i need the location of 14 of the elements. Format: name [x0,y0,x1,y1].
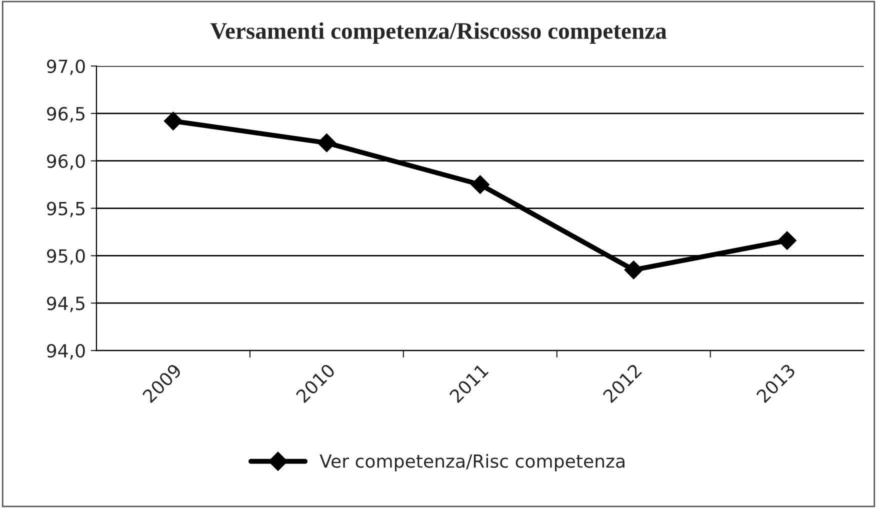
point [470,175,490,194]
y-tick-label: 94,5 [46,296,84,312]
legend-label: Ver competenza/Risc competenza [320,454,624,472]
y-tick-label: 96,0 [46,154,85,170]
y-tick-label: 97,0 [46,60,85,75]
y-tick-label: 94,0 [46,344,85,360]
point [624,260,643,280]
y-tick-label: 95,0 [46,249,85,265]
point [778,231,796,250]
point [164,112,183,130]
y-tick-label: 95,5 [46,202,84,218]
point [317,133,336,152]
chart-title: Versamenti competenza/Riscosso competenza [210,22,667,44]
y-tick-label: 96,5 [46,106,84,122]
